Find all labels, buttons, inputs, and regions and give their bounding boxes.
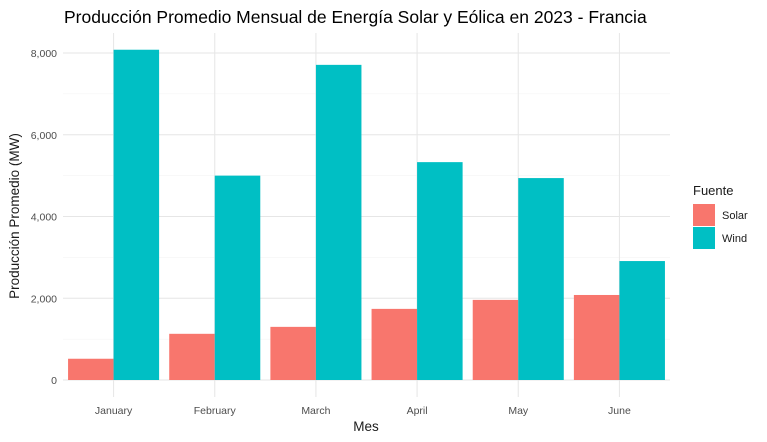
legend-label-wind: Wind [722, 233, 747, 245]
bar-solar-march [270, 326, 316, 380]
x-tick-label: March [301, 405, 330, 417]
x-tick-label: February [194, 405, 237, 417]
x-axis-ticks: January February March April May June [95, 405, 631, 417]
x-tick-label: May [508, 405, 529, 417]
legend-label-solar: Solar [722, 210, 748, 222]
bar-wind-january [113, 49, 160, 380]
y-axis-title: Producción Promedio (MW) [7, 133, 22, 299]
x-axis-title: Mes [353, 419, 379, 434]
y-tick-label: 6,000 [31, 130, 57, 142]
y-tick-label: 8,000 [31, 48, 57, 60]
bar-solar-february [169, 333, 215, 380]
bar-wind-february [214, 175, 261, 380]
x-tick-label: June [608, 405, 631, 417]
bars [68, 49, 665, 380]
legend-swatch-solar [693, 204, 715, 226]
x-tick-label: January [95, 405, 133, 417]
legend-swatch-wind [693, 227, 715, 249]
bar-solar-january [68, 358, 114, 380]
x-tick-label: April [407, 405, 428, 417]
bar-wind-march [315, 64, 362, 380]
legend-items: Solar Wind [693, 204, 748, 249]
y-tick-label: 4,000 [31, 212, 57, 224]
bar-solar-april [371, 308, 418, 380]
bar-wind-may [518, 178, 564, 380]
y-axis-ticks: 0 2,000 4,000 6,000 8,000 [31, 48, 57, 387]
chart-title: Producción Promedio Mensual de Energía S… [64, 7, 647, 27]
bar-wind-june [619, 261, 665, 380]
legend-title: Fuente [693, 183, 733, 198]
bar-solar-may [472, 299, 519, 380]
bar-solar-june [573, 294, 620, 380]
bar-wind-april [417, 162, 463, 380]
legend: Fuente Solar Wind [693, 183, 748, 249]
y-tick-label: 0 [51, 375, 57, 387]
y-tick-label: 2,000 [31, 293, 57, 305]
